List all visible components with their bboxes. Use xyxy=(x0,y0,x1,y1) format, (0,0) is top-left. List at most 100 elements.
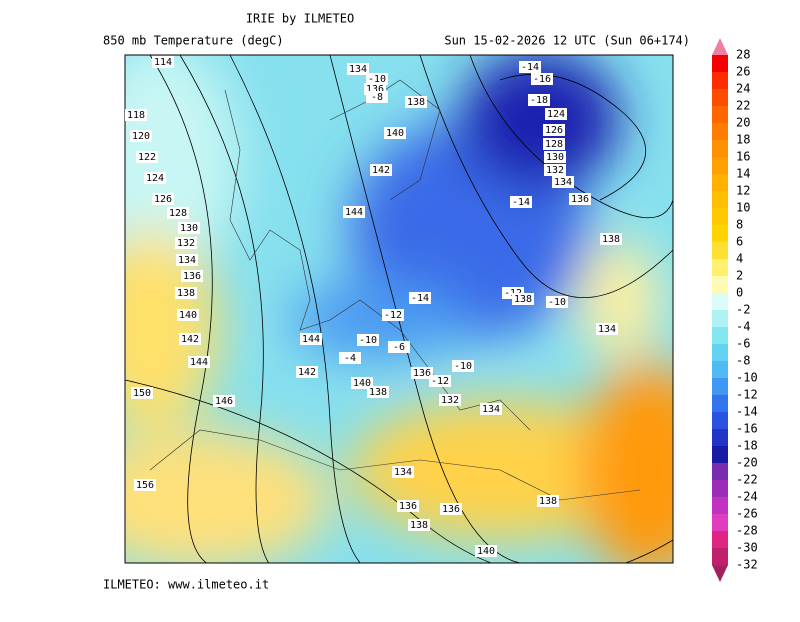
contour-label-text: 138 xyxy=(407,97,425,108)
field-label: 850 mb Temperature (degC) xyxy=(103,34,284,48)
contour-label-box xyxy=(544,151,566,163)
contour-label: 146 xyxy=(213,395,235,407)
map-frame xyxy=(124,54,674,564)
contour-label-text: -12 xyxy=(431,376,449,387)
colorbar-cell xyxy=(712,191,728,209)
contour-label: 122 xyxy=(136,151,158,163)
contour-label-text: -8 xyxy=(371,92,383,103)
colorbar-cell xyxy=(712,531,728,549)
contour-label-text: 142 xyxy=(372,165,390,176)
contour-label-box xyxy=(367,386,389,398)
contour-label-text: -14 xyxy=(512,197,530,208)
contour-label-text: -16 xyxy=(533,74,551,85)
contour-label: 138 xyxy=(512,293,534,305)
contour-label: 132 xyxy=(439,394,461,406)
contour-label: -14 xyxy=(519,61,541,73)
contour-label-box xyxy=(545,108,567,120)
contour-label-box xyxy=(388,341,410,353)
contour-label: 142 xyxy=(179,333,201,345)
contour-label: 144 xyxy=(188,356,210,368)
contour-label-box xyxy=(392,466,414,478)
colorbar-cell xyxy=(712,55,728,73)
contour-label-box xyxy=(440,503,462,515)
contour-label-box xyxy=(300,333,322,345)
contour-label: -10 xyxy=(452,360,474,372)
contour-label-text: 136 xyxy=(571,194,589,205)
colorbar-label: -22 xyxy=(736,473,758,487)
contour-label-box xyxy=(347,63,369,75)
contour-label: -8 xyxy=(366,91,388,103)
colorbar-cell xyxy=(712,446,728,464)
colorbar-label: -32 xyxy=(736,558,758,572)
contour-label: -12 xyxy=(382,309,404,321)
contour-label-text: 138 xyxy=(369,387,387,398)
valid-time: Sun 15-02-2026 12 UTC (Sun 06+174) xyxy=(444,34,690,48)
contour-label-text: 142 xyxy=(181,334,199,345)
colorbar-label: 2 xyxy=(736,269,743,283)
contour-label-text: 140 xyxy=(353,378,371,389)
contour-label: 132 xyxy=(175,237,197,249)
contour-label: 140 xyxy=(177,309,199,321)
contour-label-box xyxy=(152,193,174,205)
contour-label-text: 136 xyxy=(399,501,417,512)
contour-label: -14 xyxy=(510,196,532,208)
colorbar-arrow-top xyxy=(712,38,728,55)
contour-label-box xyxy=(569,193,591,205)
contour-label-box xyxy=(405,96,427,108)
contour-label-box xyxy=(439,394,461,406)
map xyxy=(125,55,673,563)
contour-label-box xyxy=(296,366,318,378)
contour-label-text: 128 xyxy=(169,208,187,219)
colorbar-cell xyxy=(712,89,728,107)
contour-label-box xyxy=(176,254,198,266)
colorbar-label: -10 xyxy=(736,371,758,385)
contour-label: 124 xyxy=(144,172,166,184)
colorbar-arrow-bottom xyxy=(712,565,728,582)
contour-label: 144 xyxy=(300,333,322,345)
colorbar-cell xyxy=(712,378,728,396)
contour-label: 136 xyxy=(440,503,462,515)
contour-label-box xyxy=(475,545,497,557)
contour-label-text: 146 xyxy=(215,396,233,407)
contour-label-text: 134 xyxy=(178,255,196,266)
colorbar-label: -16 xyxy=(736,422,758,436)
contour-label-text: -10 xyxy=(548,297,566,308)
colorbar-label: 24 xyxy=(736,82,750,96)
contour-label-box xyxy=(411,367,433,379)
contour-label-box xyxy=(175,287,197,299)
colorbar-cell xyxy=(712,310,728,328)
contour-label: 124 xyxy=(545,108,567,120)
contour-label-box xyxy=(382,309,404,321)
contour-label-text: 138 xyxy=(410,520,428,531)
colorbar-cell xyxy=(712,480,728,498)
contour-label-text: 136 xyxy=(366,84,384,95)
colorbar-cell xyxy=(712,208,728,226)
contour-label-box xyxy=(213,395,235,407)
colorbar-cell xyxy=(712,361,728,379)
contour-label: 144 xyxy=(343,206,365,218)
contour-label-box xyxy=(179,333,201,345)
colorbar-cell xyxy=(712,463,728,481)
colorbar-cell xyxy=(712,157,728,175)
contour-label: 134 xyxy=(480,403,502,415)
contour-label: 132 xyxy=(544,164,566,176)
contour-label: 136 xyxy=(411,367,433,379)
contour-label-box xyxy=(429,375,451,387)
contour-label-box xyxy=(596,323,618,335)
contour-label-box xyxy=(384,127,406,139)
contour-label: 126 xyxy=(152,193,174,205)
contour-label: -4 xyxy=(339,352,361,364)
contour-label-text: 134 xyxy=(394,467,412,478)
colorbar-cell xyxy=(712,225,728,243)
contour-label-box xyxy=(600,233,622,245)
contour-label-box xyxy=(366,91,388,103)
contour-label-text: -6 xyxy=(393,342,405,353)
contour-label-box xyxy=(480,403,502,415)
colorbar-label: 28 xyxy=(736,48,750,62)
contour-label-box xyxy=(370,164,392,176)
contour-label-text: 120 xyxy=(132,131,150,142)
colorbar-label: -24 xyxy=(736,490,758,504)
contour-label: 138 xyxy=(600,233,622,245)
contour-label-text: 140 xyxy=(477,546,495,557)
contour-label-text: 150 xyxy=(133,388,151,399)
